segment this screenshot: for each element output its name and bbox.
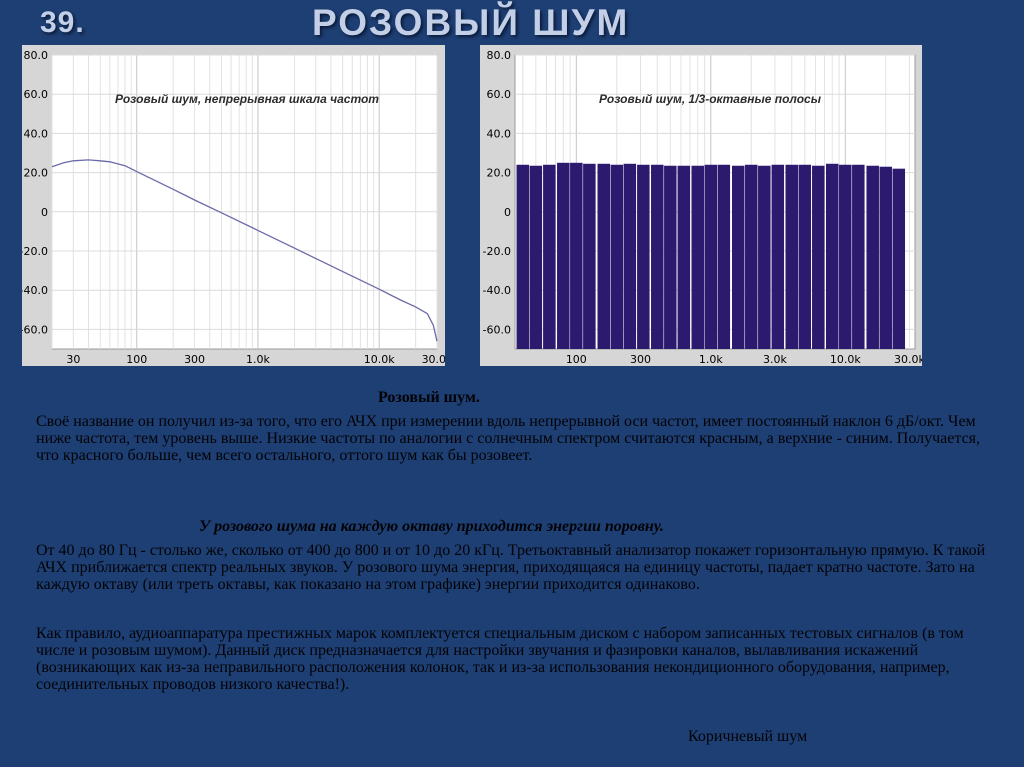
x-tick-label: 3.0k xyxy=(763,353,787,366)
x-tick-label: 30 xyxy=(66,353,80,366)
x-tick-label: 1.0k xyxy=(246,353,270,366)
third-octave-bar xyxy=(717,164,731,349)
third-octave-bar xyxy=(570,162,583,349)
third-octave-chart: 80.0 60.0 40.0 20.0 0 -20.0 -40.0 -60.0 100 300 1.… xyxy=(480,45,922,366)
third-octave-bar xyxy=(623,163,637,349)
x-tick-label: 100 xyxy=(126,353,147,366)
third-octave-svg: 80.0 60.0 40.0 20.0 0 -20.0 -40.0 -60.0 100 300 1.… xyxy=(483,49,922,366)
paragraph-test-disc: Как правило, аудиоаппаратура престижных … xyxy=(36,625,964,693)
third-octave-bar xyxy=(664,165,677,349)
continuous-spectrum-chart: 80.0 60.0 40.0 20.0 0 -20.0 -40.0 -60.0 30 100 300… xyxy=(22,45,445,366)
x-tick-label: 30.0k xyxy=(422,353,445,366)
slide-number: 39. xyxy=(40,6,85,39)
section-subtitle: Розовый шум. xyxy=(378,389,480,406)
x-tick-label: 100 xyxy=(566,353,587,366)
third-octave-bar xyxy=(704,164,718,349)
x-tick-label: 30.0k xyxy=(894,353,922,366)
third-octave-bar xyxy=(557,162,570,349)
y-tick-label: 80.0 xyxy=(24,49,49,62)
emphasis-heading: У розового шума на каждую октаву приходи… xyxy=(199,518,664,535)
continuous-spectrum-svg: 80.0 60.0 40.0 20.0 0 -20.0 -40.0 -60.0 30 100 300… xyxy=(22,49,445,366)
y-tick-label: -20.0 xyxy=(22,245,48,258)
y-tick-label: -40.0 xyxy=(483,284,511,297)
y-tick-label: 80.0 xyxy=(487,49,512,62)
third-octave-bar xyxy=(785,164,799,349)
y-tick-label: -20.0 xyxy=(483,245,511,258)
y-tick-label: -60.0 xyxy=(22,323,48,336)
y-tick-label: -40.0 xyxy=(22,284,48,297)
y-tick-label: 0 xyxy=(41,206,48,219)
third-octave-bar xyxy=(637,164,650,349)
y-tick-label: 40.0 xyxy=(24,127,49,140)
y-tick-label: 60.0 xyxy=(487,88,512,101)
third-octave-bar xyxy=(812,165,825,349)
third-octave-bar xyxy=(758,165,771,349)
next-section-title: Коричневый шум xyxy=(688,728,808,745)
third-octave-bar xyxy=(516,164,530,349)
y-tick-label: -60.0 xyxy=(483,323,511,336)
third-octave-bar xyxy=(597,163,611,349)
third-octave-bar xyxy=(852,164,865,349)
plot-area xyxy=(51,54,438,350)
third-octave-bar xyxy=(583,163,596,349)
y-tick-label: 20.0 xyxy=(24,167,49,180)
x-tick-label: 10.0k xyxy=(364,353,395,366)
third-octave-bar xyxy=(798,164,812,349)
third-octave-bar xyxy=(610,164,624,349)
paragraph-intro: Своё название он получил из-за того, что… xyxy=(36,413,981,464)
paragraph-octave: От 40 до 80 Гц - столько же, сколько от … xyxy=(36,542,986,593)
third-octave-bar xyxy=(892,168,906,349)
x-tick-label: 1.0k xyxy=(699,353,723,366)
y-tick-label: 20.0 xyxy=(487,167,512,180)
third-octave-bar xyxy=(691,165,705,349)
x-tick-label: 300 xyxy=(630,353,651,366)
third-octave-bar xyxy=(745,164,758,349)
y-tick-label: 40.0 xyxy=(487,127,512,140)
chart-title: Розовый шум, 1/3-октавные полосы xyxy=(599,92,822,106)
third-octave-bar xyxy=(866,165,879,349)
third-octave-bar xyxy=(839,164,852,349)
third-octave-bar xyxy=(651,164,664,349)
third-octave-bar xyxy=(771,164,785,349)
third-octave-bar xyxy=(879,166,892,349)
chart-title: Розовый шум, непрерывная шкала частот xyxy=(115,92,379,106)
slide-title: РОЗОВЫЙ ШУМ xyxy=(312,2,630,43)
third-octave-bar xyxy=(825,163,839,349)
third-octave-bar xyxy=(529,165,543,349)
third-octave-bar xyxy=(543,164,556,349)
y-tick-label: 0 xyxy=(504,206,511,219)
pink-noise-spectrum-line xyxy=(51,159,438,342)
x-tick-label: 300 xyxy=(184,353,205,366)
y-tick-label: 60.0 xyxy=(24,88,49,101)
third-octave-bar xyxy=(677,165,691,349)
third-octave-bar xyxy=(731,165,745,349)
x-tick-label: 10.0k xyxy=(830,353,861,366)
